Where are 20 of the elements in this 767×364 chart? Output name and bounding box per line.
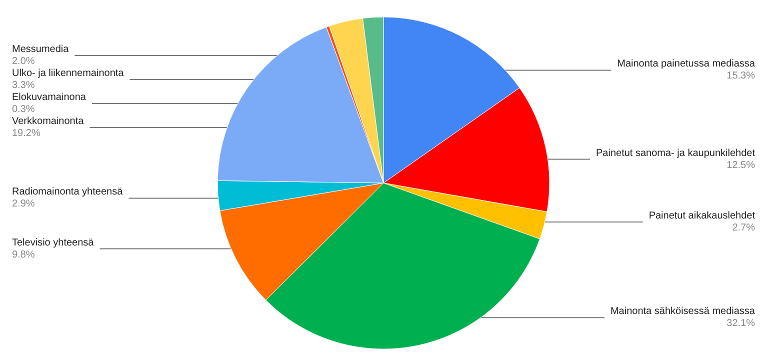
slice-label: Mainonta sähköisessä mediassa (610, 306, 756, 318)
slice-label: Televisio yhteensä (12, 237, 94, 248)
slice-label: Painetut aikakauslehdet (648, 210, 756, 222)
data-label: 0.3% (12, 104, 35, 115)
data-label: 2.9% (12, 198, 35, 210)
slice-label: Radiomainonta yhteensä (12, 186, 124, 198)
data-label: 3.3% (12, 80, 35, 91)
data-label: 19.2% (12, 128, 40, 139)
data-label: 2.0% (12, 56, 35, 67)
data-label: 12.5% (726, 160, 756, 171)
slice-label: Painetut sanoma- ja kaupunkilehdet (596, 148, 756, 159)
data-label: 15.3% (726, 70, 756, 82)
slice-label: Verkkomainonta (12, 116, 84, 127)
slice-label: Elokuvamainona (12, 92, 86, 103)
slice-label: Ulko- ja liikennemainonta (12, 68, 124, 79)
slice-label: Messumedia (12, 44, 70, 55)
data-label: 32.1% (726, 318, 756, 330)
slice-label: Mainonta painetussa mediassa (617, 58, 756, 70)
data-label: 9.8% (12, 249, 35, 260)
data-label: 2.7% (732, 222, 756, 234)
